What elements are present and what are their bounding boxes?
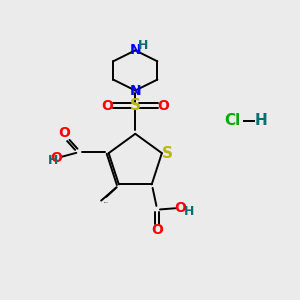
Text: O: O	[58, 126, 70, 140]
Text: Cl: Cl	[224, 113, 241, 128]
Text: O: O	[151, 223, 163, 237]
Text: S: S	[130, 98, 141, 113]
Text: methyl: methyl	[103, 201, 108, 203]
Text: H: H	[48, 154, 58, 167]
Text: S: S	[162, 146, 173, 160]
Text: N: N	[130, 44, 141, 57]
Text: O: O	[51, 151, 62, 165]
Text: H: H	[138, 39, 149, 52]
Text: O: O	[174, 201, 186, 215]
Text: H: H	[255, 113, 268, 128]
Text: O: O	[101, 99, 113, 113]
Text: H: H	[184, 205, 194, 218]
Text: N: N	[130, 83, 141, 98]
Text: O: O	[157, 99, 169, 113]
